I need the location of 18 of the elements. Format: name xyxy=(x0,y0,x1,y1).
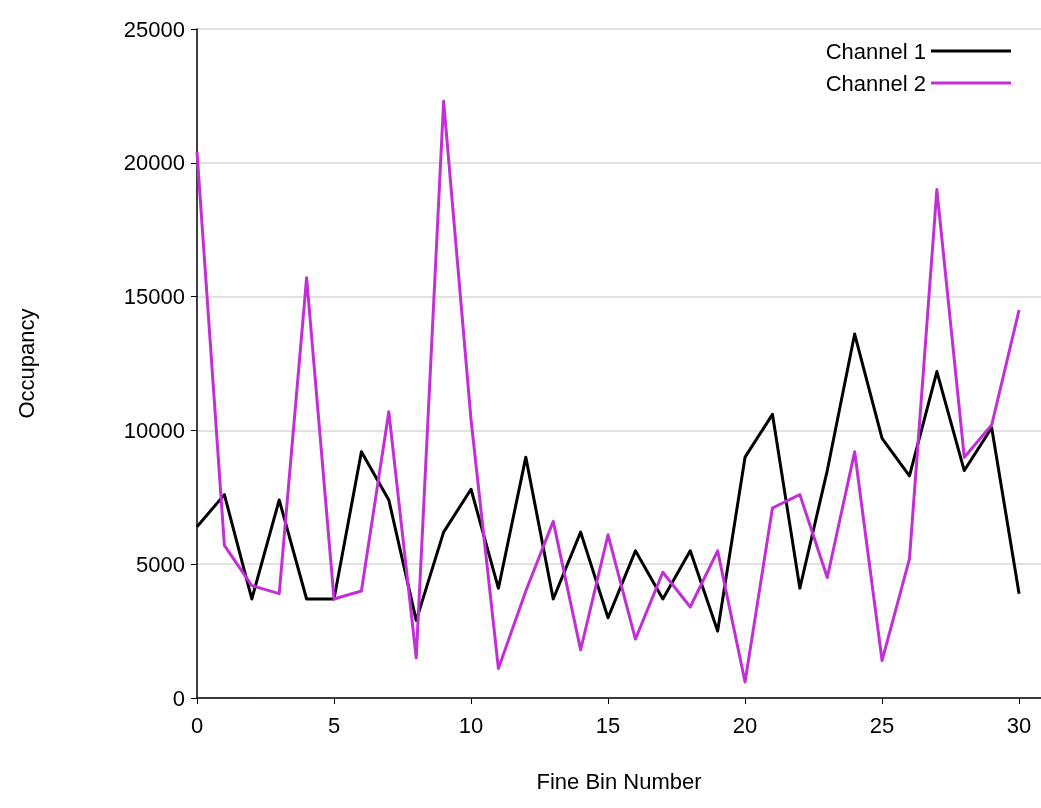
y-tick-label: 0 xyxy=(172,685,185,711)
legend-label: Channel 2 xyxy=(825,70,926,96)
legend-label: Channel 1 xyxy=(825,38,926,64)
line-series xyxy=(195,99,1021,684)
y-tick-label: 25000 xyxy=(123,16,185,42)
y-tick-label: 5000 xyxy=(136,551,185,577)
y-tick-label: 20000 xyxy=(123,150,185,176)
x-tick-label: 5 xyxy=(327,712,341,738)
x-tick-label: 30 xyxy=(1006,712,1032,738)
x-tick-label: 10 xyxy=(458,712,484,738)
x-tick-label: 15 xyxy=(595,712,621,738)
x-tick-label: 20 xyxy=(732,712,758,738)
x-tick-label: 25 xyxy=(869,712,895,738)
x-tick-label: 0 xyxy=(190,712,204,738)
x-axis-title: Fine Bin Number xyxy=(536,768,702,794)
y-tick-label: 10000 xyxy=(123,417,185,443)
y-axis-title: Occupancy xyxy=(13,308,39,419)
y-tick-label: 15000 xyxy=(123,284,185,310)
